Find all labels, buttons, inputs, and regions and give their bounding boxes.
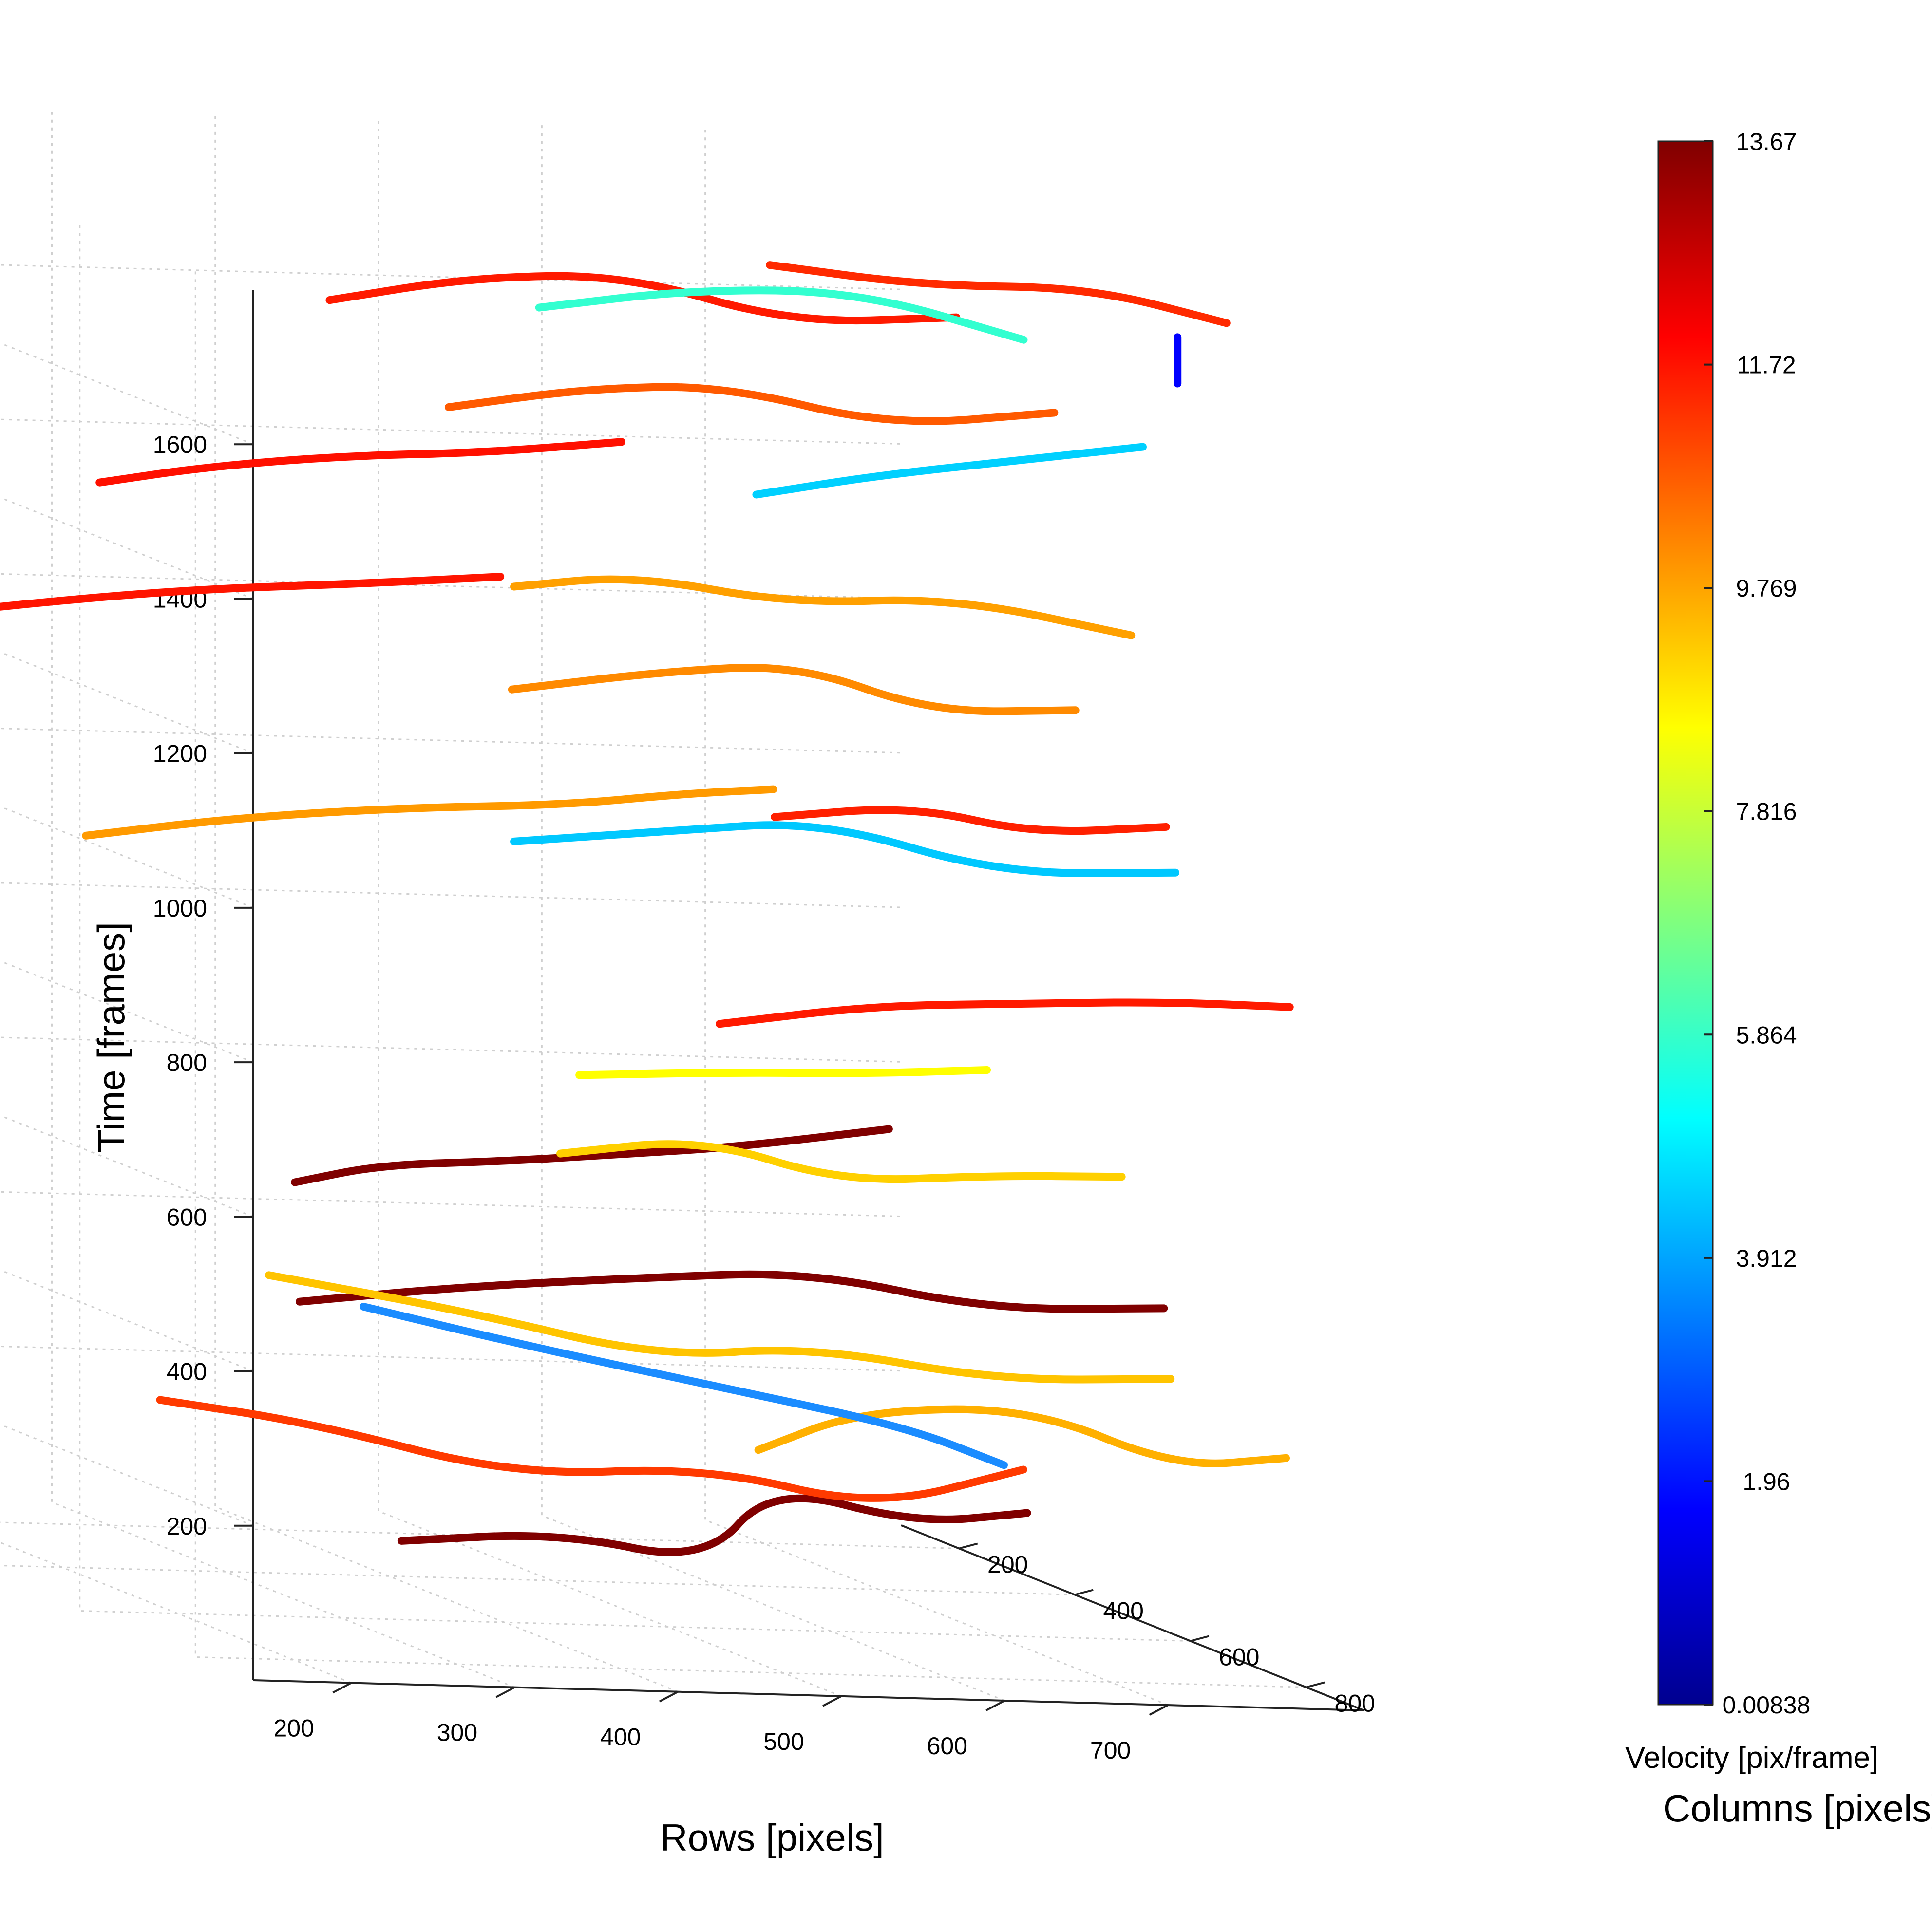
x-tick-mark (659, 1690, 679, 1703)
colorbar-tick-label: 9.769 (1736, 575, 1797, 602)
z-grid-line (0, 418, 902, 600)
axes: 200 300 400 500 600 700 200 400 600 800 200 400 600 8… (153, 290, 1375, 1764)
y-grid-line (79, 220, 1191, 1642)
trajectory-10 (715, 998, 1294, 1028)
trajectory-4 (360, 1302, 1008, 1469)
z-grid-line (0, 1191, 902, 1372)
velocity-colorbar: 0.00838 1.96 3.912 5.864 7.816 9.769 11.72 13.6… (1625, 128, 1878, 1775)
trajectory-8 (556, 1140, 1126, 1183)
y-grid-line (194, 266, 1307, 1688)
trajectory-1 (397, 1494, 1031, 1556)
trajectory-14 (508, 663, 1080, 715)
y-tick-label: 200 (987, 1551, 1028, 1578)
colorbar-tick-label: 1.96 (1743, 1468, 1790, 1495)
x-grid-line (51, 112, 515, 1688)
colorbar-tick-label: 11.72 (1737, 352, 1796, 379)
trajectory-20 (325, 272, 961, 325)
z-grid-line (0, 728, 902, 909)
colorbar-tick-label: 3.912 (1736, 1245, 1797, 1272)
z-tick-label: 1000 (153, 895, 207, 922)
z-tick-label: 1200 (153, 740, 207, 768)
trajectory-3 (754, 1405, 1290, 1467)
y-grid-line (0, 1565, 1075, 1595)
x-tick-label: 700 (1090, 1737, 1131, 1764)
x-grid-line (378, 120, 842, 1697)
y-tick-mark (1306, 1681, 1325, 1688)
x-tick-label: 400 (600, 1724, 641, 1751)
trajectory-series (0, 261, 1294, 1556)
colorbar-tick-label: 5.864 (1736, 1021, 1797, 1049)
trajectory-21 (535, 286, 1028, 344)
x-grid-line (0, 1541, 352, 1684)
colorbar-tick-label: 7.816 (1736, 798, 1797, 825)
colorbar-ticks: 0.00838 1.96 3.912 5.864 7.816 9.769 11.72 13.6… (1704, 128, 1810, 1719)
x-grid-line (214, 116, 679, 1693)
y-tick-label: 600 (1219, 1644, 1259, 1671)
trajectory-12 (510, 821, 1180, 877)
trajectory-11 (82, 785, 777, 840)
x-tick-mark (822, 1695, 842, 1707)
grid-lines (0, 112, 1307, 1706)
z-tick-label: 400 (167, 1358, 207, 1386)
y-tick-mark (959, 1542, 978, 1550)
x-axis-title: Rows [pixels] (660, 1816, 884, 1859)
y-tick-mark (1190, 1635, 1210, 1642)
x-tick-mark (1149, 1704, 1169, 1716)
trajectory-2 (156, 1396, 1027, 1502)
y-axis-line (901, 1524, 1364, 1711)
z-grid-line (0, 1036, 902, 1218)
x-tick-label: 500 (763, 1728, 804, 1755)
trajectory-7 (291, 1125, 893, 1186)
trajectory-18 (444, 383, 1059, 425)
x-axis-line (253, 1679, 1364, 1711)
colorbar-title: Velocity [pix/frame] (1625, 1741, 1878, 1775)
x-tick-label: 600 (927, 1732, 967, 1760)
y-axis-title: Columns [pixels] (1663, 1787, 1932, 1830)
colorbar-gradient (1657, 140, 1714, 1706)
z-grid-line (0, 573, 902, 754)
trajectory-15 (0, 573, 505, 611)
z-tick-label: 800 (167, 1049, 207, 1076)
colorbar-tick-label: 0.00838 (1723, 1691, 1811, 1719)
z-tick-label: 1600 (153, 431, 207, 458)
z-tick-label: 600 (167, 1203, 207, 1231)
x-tick-label: 200 (273, 1714, 314, 1742)
x-grid-line (704, 130, 1169, 1706)
colorbar-tick-label: 13.67 (1736, 128, 1797, 155)
z-grid-line (0, 1345, 902, 1527)
y-tick-label: 400 (1103, 1597, 1144, 1625)
z-grid-line (0, 264, 902, 445)
x-grid-line (541, 125, 1005, 1702)
x-tick-mark (985, 1700, 1005, 1711)
x-tick-mark (495, 1686, 515, 1698)
trajectory-22 (766, 261, 1231, 327)
trajectory-17 (95, 438, 625, 487)
trajectory-16 (510, 575, 1136, 639)
x-tick-mark (332, 1682, 352, 1694)
trajectory-9 (575, 1066, 991, 1079)
x-tick-label: 300 (437, 1719, 477, 1746)
y-tick-label: 800 (1335, 1690, 1375, 1717)
z-grid-line (0, 882, 902, 1063)
trajectory-13 (771, 806, 1170, 835)
z-axis-title: Time [frames] (90, 922, 133, 1153)
trajectory-19 (752, 443, 1147, 499)
z-tick-label: 200 (167, 1513, 207, 1540)
y-tick-mark (1074, 1589, 1094, 1596)
axis-titles: Rows [pixels] Columns [pixels] Time [fra… (90, 922, 1932, 1859)
trajectory-6 (265, 1271, 1175, 1384)
